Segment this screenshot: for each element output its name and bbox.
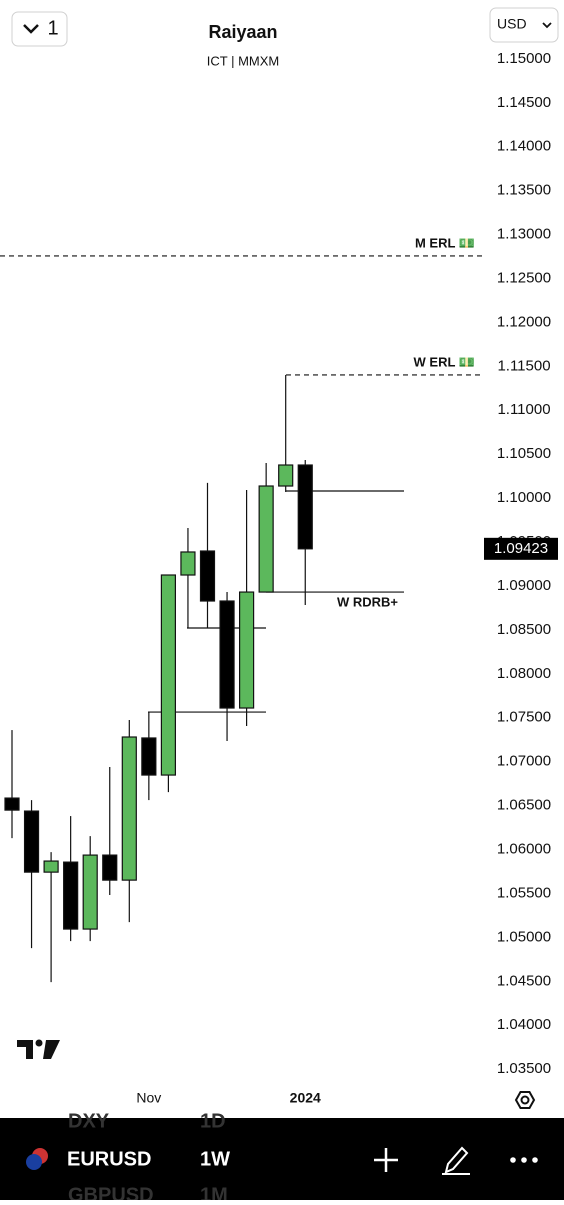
last-price-tag [484,537,558,560]
subtitle: ICT | MMXM [207,53,279,68]
y-tick-label: 1.07500 [497,709,551,726]
candle-body [4,797,20,811]
candle-body [160,574,176,776]
candle-body [219,600,235,709]
candle-body [297,464,313,550]
y-tick-label: 1.13500 [497,182,551,199]
y-tick-label: 1.05000 [497,928,551,945]
y-tick-label: 1.12000 [497,313,551,330]
interval-button[interactable]: 1 [11,11,68,47]
next-symbol[interactable]: GBPUSD [68,1184,154,1205]
y-tick-label: 1.07000 [497,753,551,770]
interval[interactable]: 1W [200,1148,230,1170]
candle-body [23,810,40,873]
y-tick-label: 1.13000 [497,226,551,243]
y-tick-label: 1.12500 [497,269,551,286]
level-label: W ERL 💵 [414,354,475,369]
y-tick-label: 1.09000 [497,577,551,594]
x-tick-label: 2024 [290,1090,321,1106]
y-tick-label: 1.11000 [497,401,550,418]
candle-body [278,464,294,487]
y-tick-label: 1.05500 [497,884,551,901]
candle-body [82,854,98,930]
currency-button[interactable]: USD [489,7,559,43]
x-tick-label: Nov [136,1090,161,1106]
candle-body [121,736,137,881]
currency-label[interactable]: USD [497,16,527,32]
y-tick-label: 1.08000 [497,665,551,682]
symbol-flag [26,1148,48,1170]
y-tick-label: 1.04500 [497,972,551,989]
y-tick-label: 1.06000 [497,841,551,858]
prev-symbol[interactable]: DXY [68,1110,110,1132]
candle-body [180,551,196,576]
draw-button[interactable] [442,1146,470,1175]
y-tick-label: 1.14000 [497,138,551,155]
price-axis: 1.15000 1.14500 1.14000 1.13500 1.13000 1.125… [484,50,558,1077]
last-price-label: 1.09423 [494,540,548,557]
level-label: W RDRB+ [337,594,398,609]
symbol[interactable]: EURUSD [67,1148,151,1170]
y-tick-label: 1.14500 [497,94,551,111]
y-tick-label: 1.10500 [497,445,551,462]
toolbar [0,1118,564,1200]
plot-area: M ERL 💵 W ERL 💵 W RDRB+ [0,235,484,983]
candle-body [239,591,255,709]
tradingview-logo [17,1039,60,1059]
y-tick-label: 1.08500 [497,621,551,638]
y-tick-label: 1.06500 [497,797,551,814]
add-button[interactable] [374,1148,398,1172]
level-label: M ERL 💵 [415,235,475,250]
y-tick-label: 1.10000 [497,489,551,506]
settings-button[interactable] [514,1091,536,1109]
interval-label[interactable]: 1 [47,17,58,39]
candle-body [63,861,79,930]
author: Raiyaan [208,22,277,42]
candle-body [102,854,118,881]
y-tick-label: 1.15000 [497,50,551,67]
more-button[interactable] [510,1157,538,1163]
candle-body [258,485,274,593]
candle-body [141,737,157,776]
y-tick-label: 1.03500 [497,1060,551,1077]
candle-body [199,550,216,602]
candle-body [43,860,59,873]
y-tick-label: 1.11500 [497,357,550,374]
prev-interval[interactable]: 1D [200,1110,226,1132]
next-interval[interactable]: 1M [200,1184,228,1205]
y-tick-label: 1.04000 [497,1016,551,1033]
